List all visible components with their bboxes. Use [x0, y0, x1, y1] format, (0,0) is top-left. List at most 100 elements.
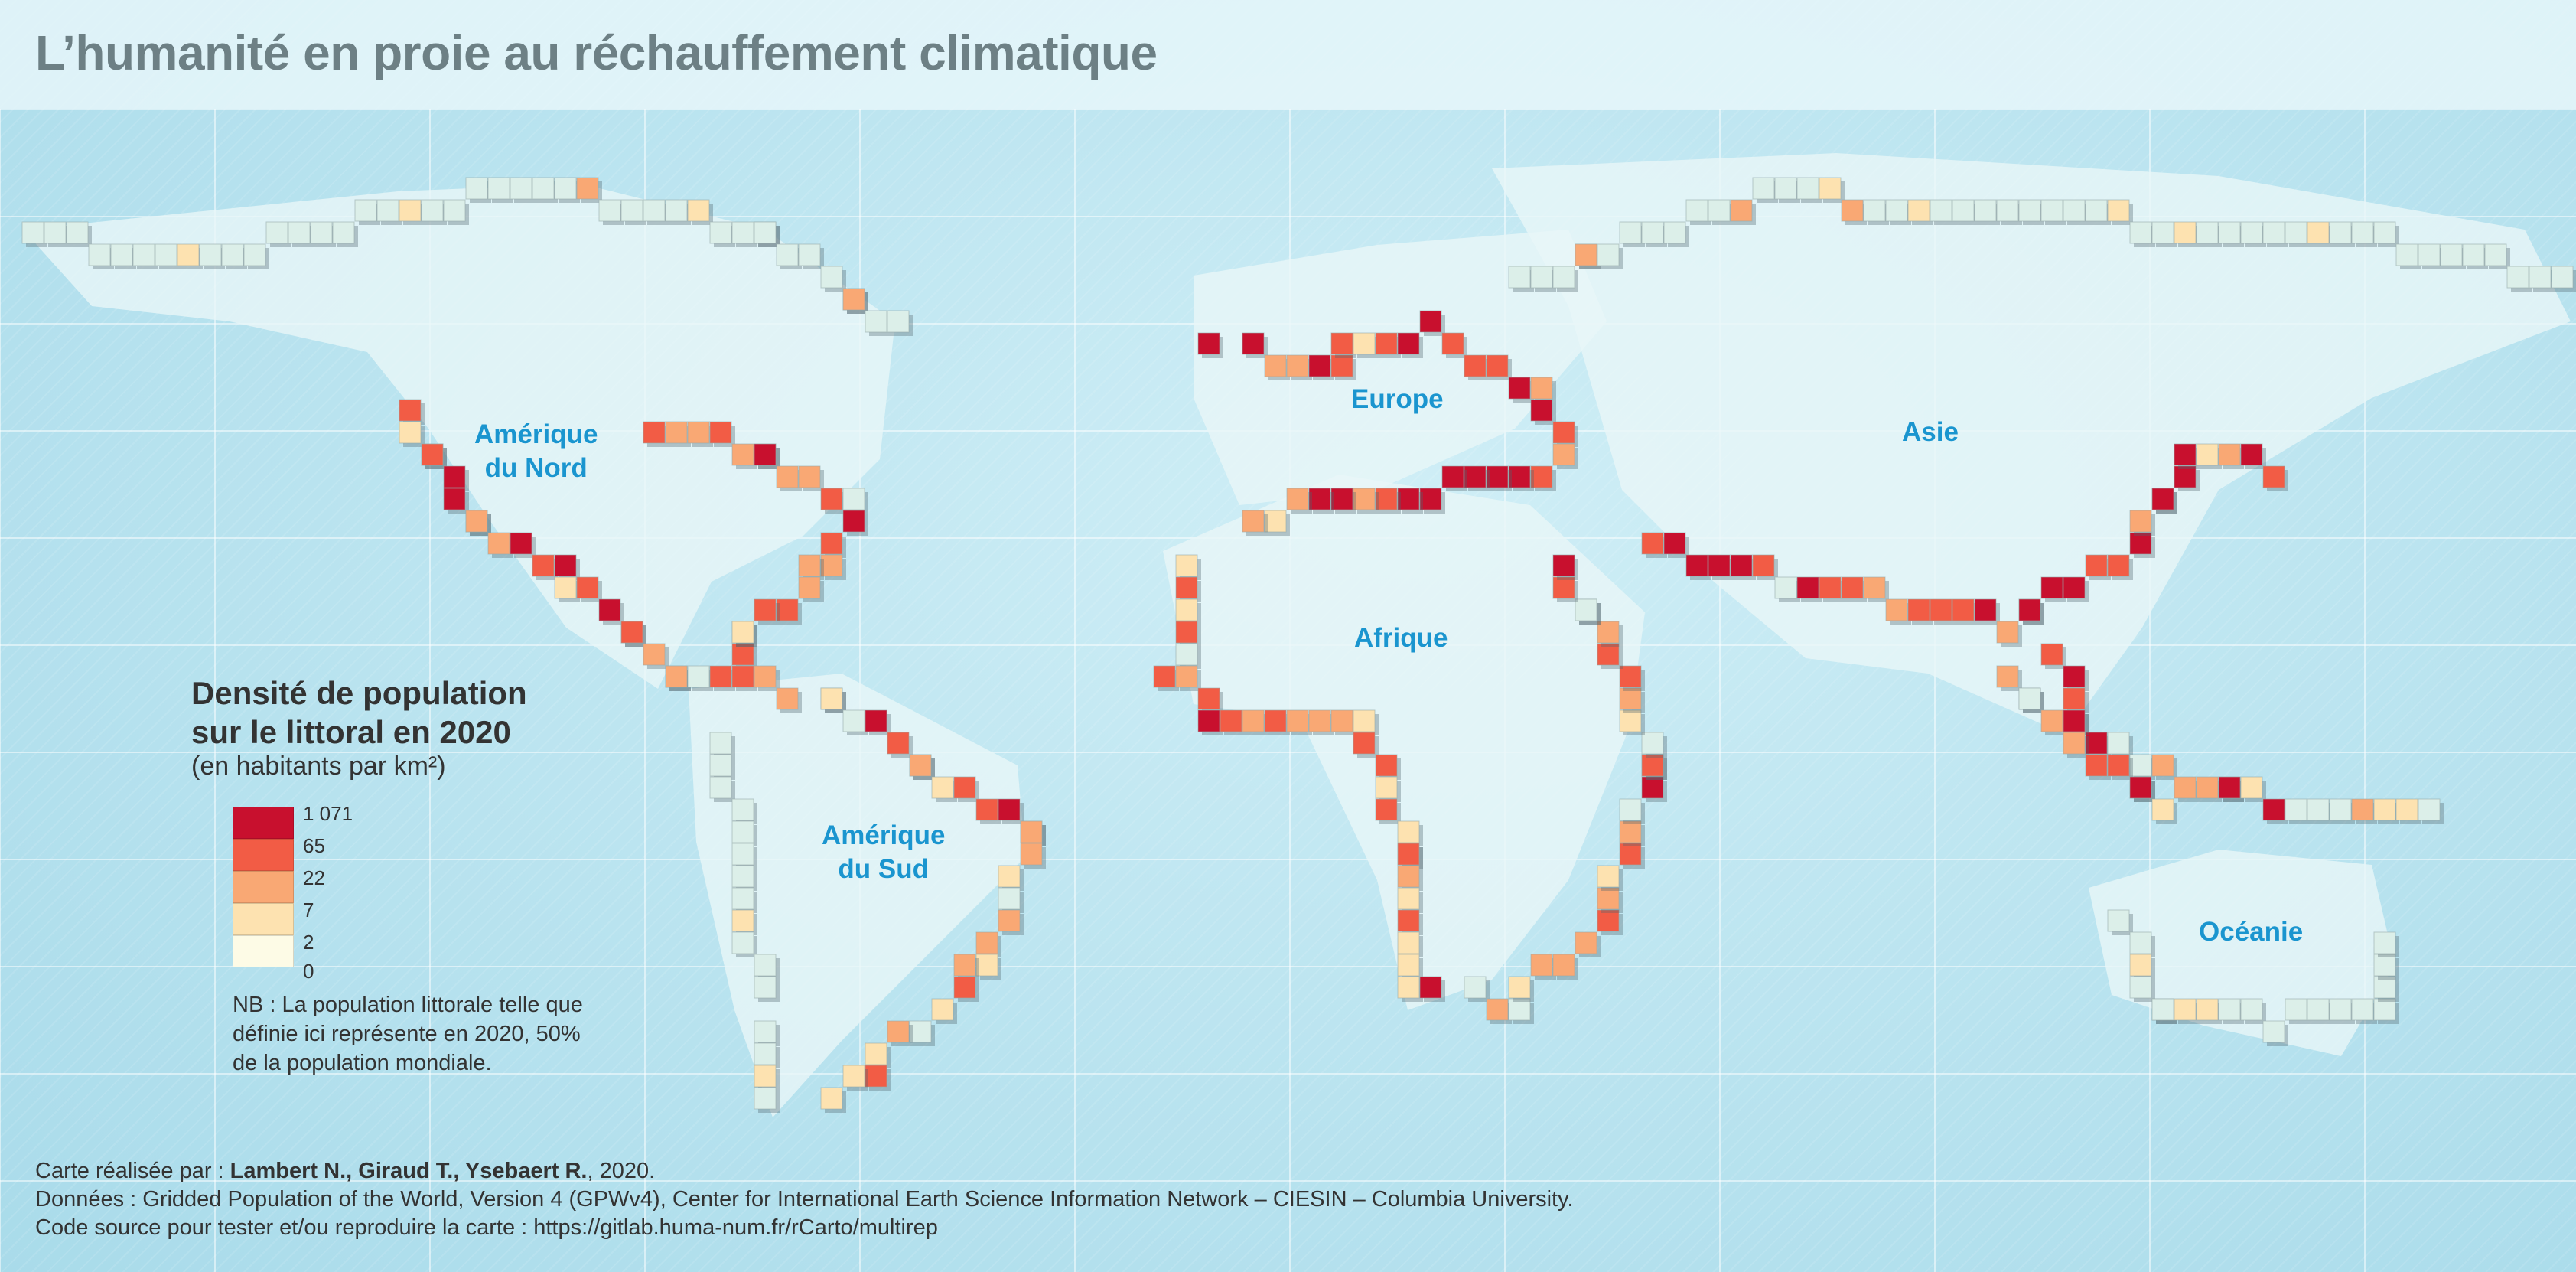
density-cell [1952, 199, 1975, 222]
density-cell [1552, 266, 1575, 289]
density-cell [1930, 598, 1952, 621]
density-cell [2129, 532, 2152, 555]
density-cell [155, 243, 177, 266]
density-cell [1441, 465, 1464, 488]
density-cell [1175, 665, 1198, 688]
density-cell [1397, 820, 1420, 843]
density-cell [1419, 488, 1442, 510]
label-amerique-du-sud-text: Amérique du Sud [822, 820, 946, 884]
density-cell [731, 865, 754, 888]
density-cell [1996, 621, 2019, 644]
density-cell [754, 443, 777, 466]
density-cell [2506, 266, 2529, 289]
density-cell [1397, 843, 1420, 866]
density-cell [909, 1020, 932, 1043]
density-cell [798, 243, 821, 266]
density-cell [1397, 909, 1420, 932]
density-cell [620, 621, 643, 644]
density-cell [754, 665, 777, 688]
density-cell [1730, 199, 1753, 222]
density-cell [2373, 221, 2396, 244]
density-cell [44, 221, 67, 244]
density-cell [842, 709, 865, 732]
land-shape [23, 184, 895, 689]
density-cell [1597, 909, 1620, 932]
density-cell [1508, 998, 1531, 1021]
density-cell [1486, 354, 1509, 377]
land-shape [1194, 230, 1607, 505]
density-cell [731, 665, 754, 688]
density-cell [1397, 976, 1420, 999]
density-cell [576, 576, 599, 599]
density-cell [2484, 243, 2507, 266]
density-cell [754, 1042, 777, 1065]
density-cell [1974, 598, 1997, 621]
density-cell [731, 798, 754, 821]
density-cell [1308, 709, 1331, 732]
density-cell [776, 243, 799, 266]
land-shape [1492, 153, 2571, 735]
density-cell [842, 510, 865, 533]
density-cell [865, 310, 887, 333]
credits-suffix: , 2020. [587, 1159, 656, 1183]
density-cell [1530, 266, 1553, 289]
density-cell [2129, 954, 2152, 977]
density-cell [931, 998, 954, 1021]
density-cell [598, 598, 621, 621]
density-cell [2307, 798, 2330, 821]
density-cell [2129, 510, 2152, 533]
density-cell [421, 443, 444, 466]
density-cell [754, 221, 777, 244]
density-cell [2373, 931, 2396, 954]
density-cell [2218, 221, 2241, 244]
density-cell [1375, 488, 1398, 510]
density-cell [1619, 843, 1642, 866]
density-cell [731, 443, 754, 466]
density-cell [376, 199, 399, 222]
density-cell [576, 177, 599, 200]
density-cell [754, 1087, 777, 1110]
density-cell [1952, 598, 1975, 621]
density-cell [2329, 798, 2352, 821]
density-cell [1397, 488, 1420, 510]
legend-label: 7 [303, 899, 314, 921]
density-cell [1575, 598, 1597, 621]
label-asie: Asie [1902, 417, 1959, 447]
density-cell [332, 221, 355, 244]
density-cell [265, 221, 288, 244]
density-cell [754, 954, 777, 977]
density-cell [731, 221, 754, 244]
density-cell [1907, 199, 1930, 222]
density-cell [2129, 776, 2152, 799]
density-cell [2151, 998, 2174, 1021]
map-title: L’humanité en proie au réchauffement cli… [35, 25, 1158, 80]
density-cell [1552, 954, 1575, 977]
density-cell [1308, 354, 1331, 377]
density-cell [2063, 665, 2086, 688]
label-amerique-du-nord: Amérique du Nord [474, 418, 598, 485]
density-cell [798, 465, 821, 488]
legend-swatch [233, 871, 294, 903]
density-cell [820, 687, 843, 710]
density-cell [1264, 709, 1287, 732]
density-cell [2018, 199, 2041, 222]
density-cell [2262, 1020, 2285, 1043]
density-cell [2040, 576, 2063, 599]
density-cell [1197, 687, 1220, 710]
density-cell [754, 976, 777, 999]
density-cell [2174, 443, 2197, 466]
density-cell [709, 221, 732, 244]
density-cell [532, 177, 555, 200]
density-cell [687, 421, 710, 444]
density-cell [1153, 665, 1176, 688]
density-cell [1552, 554, 1575, 577]
density-cell [1353, 732, 1376, 755]
density-cell [1819, 177, 1842, 200]
density-cell [1863, 199, 1886, 222]
density-cell [1486, 465, 1509, 488]
density-cell [399, 199, 422, 222]
density-cell [2174, 221, 2197, 244]
density-cell [1020, 820, 1043, 843]
density-cell [554, 177, 577, 200]
density-cell [1575, 243, 1597, 266]
